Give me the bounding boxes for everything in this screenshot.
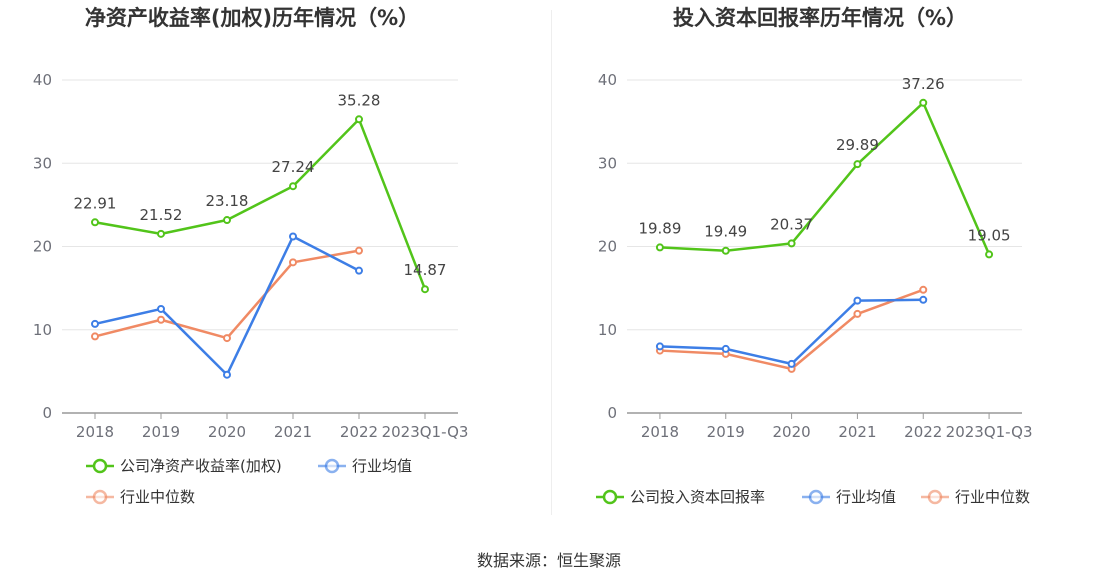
- data-label: 19.49: [704, 223, 747, 241]
- legend-label: 行业中位数: [120, 488, 195, 506]
- series-line-company: [94, 118, 427, 290]
- x-tick-label: 2021: [274, 423, 312, 441]
- x-tick-label: 2022: [904, 423, 942, 441]
- x-tick-label: 2023Q1-Q3: [382, 423, 469, 441]
- y-tick-label: 0: [607, 404, 617, 422]
- data-point-median: [355, 246, 363, 255]
- x-tick-label: 2022: [340, 423, 378, 441]
- legend-swatch-marker: [92, 489, 108, 505]
- y-tick-label: 0: [42, 404, 52, 422]
- chart-title: 投入资本回报率历年情况（%）: [673, 6, 967, 30]
- x-tick-label: 2021: [838, 423, 876, 441]
- data-point-avg: [289, 232, 297, 241]
- data-source-note: 数据来源：恒生聚源: [476, 551, 621, 570]
- data-label: 27.24: [272, 158, 315, 176]
- data-point-avg: [157, 304, 165, 313]
- legend-swatch-marker: [92, 458, 108, 474]
- x-tick-label: 2020: [772, 423, 810, 441]
- y-tick-label: 40: [598, 71, 617, 89]
- data-point-company: [289, 182, 297, 191]
- data-point-company: [721, 246, 730, 255]
- y-tick-label: 20: [598, 238, 617, 256]
- data-point-company: [919, 98, 928, 107]
- data-point-avg: [91, 319, 99, 328]
- x-tick-label: 2019: [707, 423, 745, 441]
- roe-chart: 净资产收益率(加权)历年情况（%） 0 10 20 30 40 2018 2019 2020 20…: [33, 6, 469, 506]
- panel-divider: [551, 10, 552, 515]
- roic-chart-panel: 投入资本回报率历年情况（%） 0 10 20 30 40 2018 2019 2020 2021 2…: [549, 0, 1098, 530]
- data-label: 29.89: [836, 136, 879, 154]
- x-tick-label: 2018: [76, 423, 114, 441]
- roic-chart: 投入资本回报率历年情况（%） 0 10 20 30 40 2018 2019 2020 2021 2…: [596, 6, 1033, 506]
- data-label: 19.05: [968, 226, 1011, 244]
- data-label: 35.28: [338, 91, 381, 109]
- data-point-company: [91, 218, 99, 227]
- y-tick-label: 10: [598, 321, 617, 339]
- data-label: 23.18: [206, 192, 249, 210]
- legend-swatch-marker: [927, 489, 943, 505]
- data-point-company: [655, 243, 664, 252]
- data-point-avg: [655, 342, 664, 351]
- x-tick-label: 2019: [142, 423, 180, 441]
- data-point-median: [919, 285, 928, 294]
- data-point-median: [157, 315, 165, 324]
- data-label: 20.37: [770, 215, 813, 233]
- data-point-company: [787, 239, 796, 248]
- series-line-avg: [659, 298, 924, 366]
- y-tick-label: 10: [33, 321, 52, 339]
- series-line-company: [659, 101, 991, 255]
- y-tick-label: 20: [33, 238, 52, 256]
- data-point-avg: [919, 295, 928, 304]
- data-point-company: [157, 229, 165, 238]
- x-tick-label: 2018: [641, 423, 679, 441]
- legend-label: 公司净资产收益率(加权): [120, 457, 282, 475]
- data-point-company: [985, 250, 994, 259]
- data-label: 37.26: [902, 75, 945, 93]
- legend-label: 行业中位数: [955, 488, 1030, 506]
- y-tick-label: 30: [33, 154, 52, 172]
- legend-label: 行业均值: [352, 457, 412, 475]
- data-point-company: [223, 216, 231, 225]
- data-label: 14.87: [404, 261, 447, 279]
- data-point-median: [289, 258, 297, 267]
- data-label: 21.52: [140, 206, 183, 224]
- data-point-median: [91, 332, 99, 341]
- data-point-avg: [355, 266, 363, 275]
- data-point-company: [355, 115, 363, 124]
- data-label: 19.89: [638, 219, 681, 237]
- data-point-avg: [787, 359, 796, 368]
- roe-chart-panel: 净资产收益率(加权)历年情况（%） 0 10 20 30 40 2018 2019 2020 20…: [0, 0, 549, 530]
- legend-label: 行业均值: [836, 488, 896, 506]
- data-point-median: [223, 334, 231, 343]
- chart-title: 净资产收益率(加权)历年情况（%）: [85, 6, 419, 30]
- data-point-company: [421, 285, 429, 294]
- data-point-avg: [853, 296, 862, 305]
- data-point-company: [853, 160, 862, 169]
- x-tick-label: 2020: [208, 423, 246, 441]
- data-label: 22.91: [74, 194, 117, 212]
- data-point-median: [853, 309, 862, 318]
- y-tick-label: 40: [33, 71, 52, 89]
- legend-swatch-marker: [324, 458, 340, 474]
- legend-swatch-marker: [602, 489, 618, 505]
- y-tick-label: 30: [598, 154, 617, 172]
- data-point-avg: [721, 344, 730, 353]
- legend-swatch-marker: [808, 489, 824, 505]
- x-tick-label: 2023Q1-Q3: [946, 423, 1033, 441]
- series-line-median: [94, 249, 360, 340]
- data-point-avg: [223, 370, 231, 379]
- legend-label: 公司投入资本回报率: [630, 488, 765, 506]
